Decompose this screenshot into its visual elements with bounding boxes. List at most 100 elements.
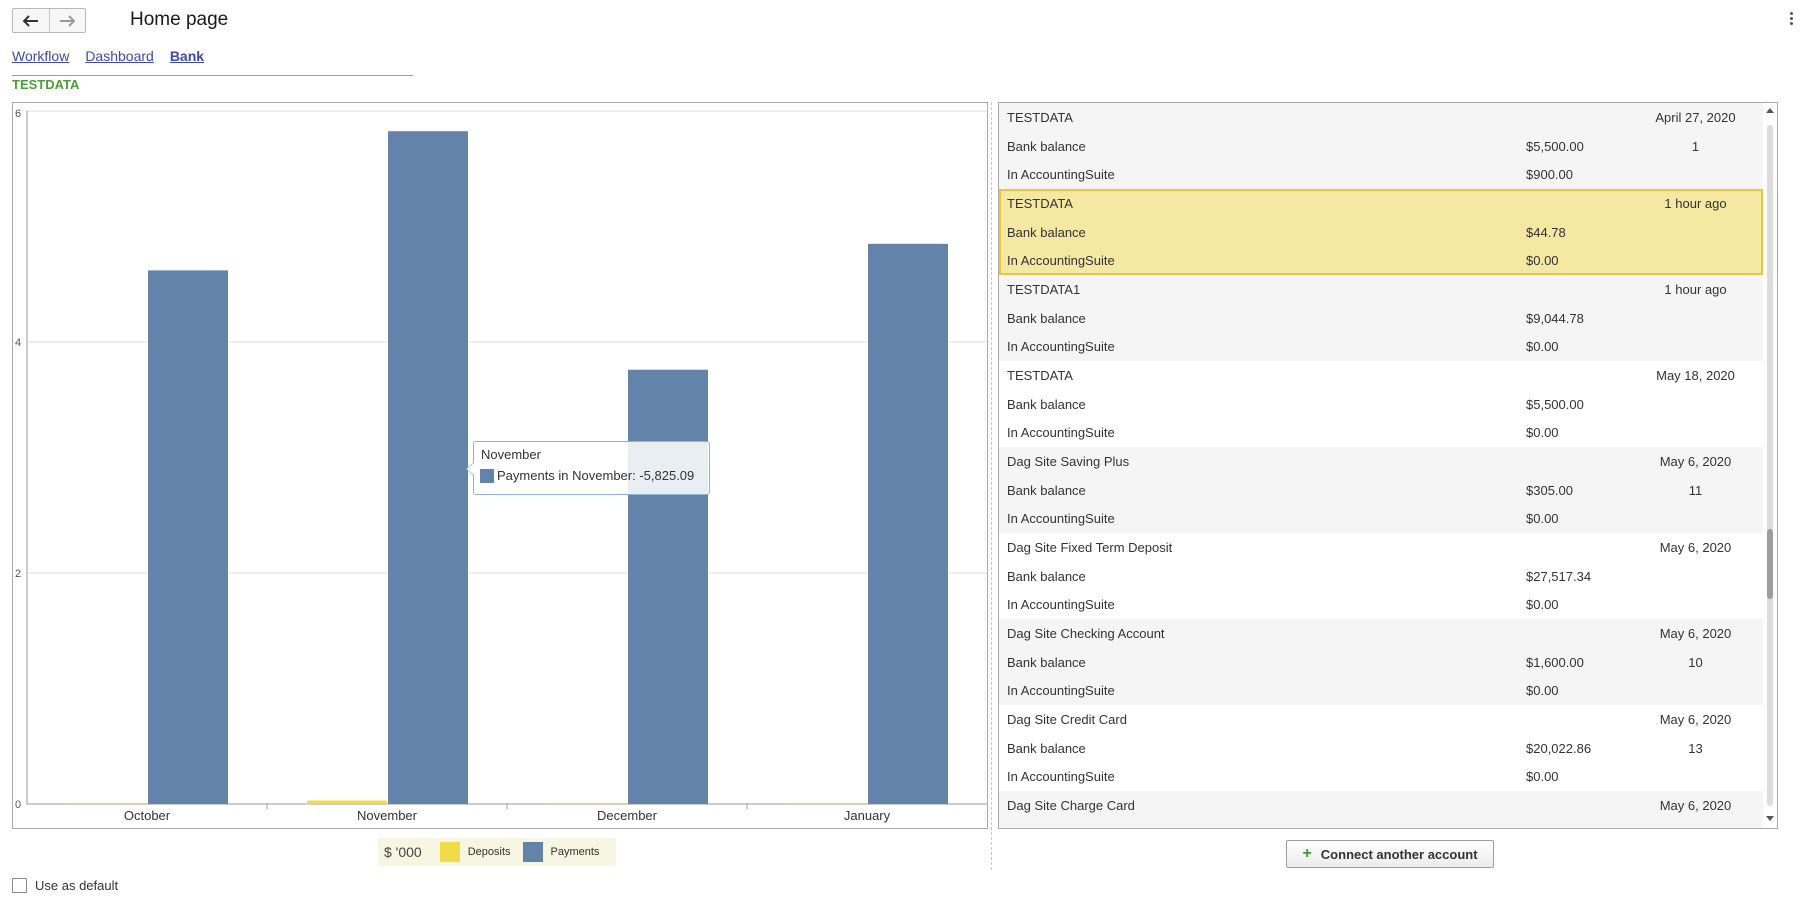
scrollbar[interactable] [1763, 103, 1777, 828]
scroll-down-icon[interactable] [1766, 816, 1774, 821]
list-item[interactable]: Dag Site Charge Card May 6, 2020 [999, 791, 1763, 828]
x-tick-label: November [357, 808, 418, 823]
accountingsuite-label: In AccountingSuite [1007, 253, 1115, 269]
account-date: 1 hour ago [1664, 282, 1727, 297]
tab-bar: Workflow Dashboard Bank [12, 48, 204, 64]
arrow-left-icon [22, 14, 38, 27]
list-item[interactable]: TESTDATA May 18, 2020 Bank balance $5,500.0… [999, 361, 1763, 447]
y-tick-label: 6 [15, 108, 21, 120]
account-date: May 18, 2020 [1656, 368, 1735, 383]
bar-deposits [787, 802, 867, 804]
bank-balance-value: $9,044.78 [1526, 310, 1584, 326]
x-tick-label: October [124, 808, 171, 823]
tabs-divider [12, 75, 413, 76]
bank-balance-label: Bank balance [1007, 224, 1086, 240]
bank-balance-value: $305.00 [1526, 482, 1573, 498]
tooltip-text: Payments in November: -5,825.09 [497, 468, 695, 483]
bar-deposits [547, 802, 627, 804]
bank-chart: 0 2 4 6 October November December January [12, 102, 988, 829]
bank-balance-value: $20,022.86 [1526, 740, 1592, 756]
forward-button[interactable] [48, 9, 86, 32]
list-item[interactable]: Dag Site Checking Account May 6, 2020 Bank… [999, 619, 1763, 705]
accountingsuite-label: In AccountingSuite [1007, 769, 1115, 785]
connect-account-button[interactable]: + Connect another account [1286, 840, 1494, 868]
plus-icon: + [1302, 845, 1312, 862]
y-tick-label: 0 [15, 799, 21, 811]
account-date: May 6, 2020 [1659, 454, 1732, 469]
account-name: Dag Site Checking Account [1007, 626, 1165, 641]
accountingsuite-balance: $0.00 [1526, 511, 1559, 527]
list-item[interactable]: Dag Site Fixed Term Deposit May 6, 2020 Ba… [999, 533, 1763, 619]
account-date: April 27, 2020 [1655, 110, 1736, 125]
bar-payments [868, 243, 948, 804]
use-as-default: Use as default [12, 878, 118, 893]
tooltip-pointer [466, 462, 474, 476]
bank-balance-label: Bank balance [1007, 482, 1086, 498]
scroll-thumb[interactable] [1767, 529, 1773, 599]
tooltip-title: November [481, 447, 541, 462]
tab-dashboard[interactable]: Dashboard [85, 48, 154, 64]
x-tick-label: January [844, 808, 891, 823]
legend-label-payments: Payments [550, 846, 600, 858]
transaction-count: 10 [1688, 654, 1703, 670]
bank-balance-label: Bank balance [1007, 568, 1086, 584]
bank-balance-value: $5,500.00 [1526, 396, 1584, 412]
account-name: TESTDATA [1007, 196, 1073, 211]
tab-workflow[interactable]: Workflow [12, 48, 70, 64]
accountingsuite-balance: $0.00 [1526, 769, 1559, 785]
y-tick-label: 4 [15, 337, 21, 349]
scroll-track[interactable] [1767, 125, 1773, 806]
list-item[interactable]: Dag Site Saving Plus May 6, 2020 Bank bala… [999, 447, 1763, 533]
account-name: Dag Site Charge Card [1007, 798, 1135, 813]
bank-balance-label: Bank balance [1007, 740, 1086, 756]
bar-deposits [307, 800, 387, 804]
list-item[interactable]: Dag Site Credit Card May 6, 2020 Bank bala… [999, 705, 1763, 791]
bank-balance-label: Bank balance [1007, 396, 1086, 412]
account-date: 1 hour ago [1664, 196, 1727, 211]
account-date: May 6, 2020 [1659, 798, 1732, 813]
accounts-panel: TESTDATA April 27, 2020 Bank balance $5,500… [998, 102, 1778, 829]
connect-account-label: Connect another account [1320, 846, 1478, 862]
tab-bank[interactable]: Bank [169, 48, 205, 64]
list-item[interactable]: TESTDATA April 27, 2020 Bank balance $5,500… [999, 103, 1763, 189]
legend-swatch-deposits [439, 842, 460, 862]
bank-balance-label: Bank balance [1007, 310, 1086, 326]
account-name: Dag Site Saving Plus [1007, 454, 1130, 469]
accountingsuite-label: In AccountingSuite [1007, 167, 1115, 183]
chart-legend: $ '000 Deposits Payments [378, 838, 616, 866]
panel-splitter[interactable] [991, 102, 992, 870]
list-item[interactable]: TESTDATA 1 hour ago Bank balance $44.78 In A… [999, 189, 1763, 275]
bank-balance-value: $44.78 [1526, 224, 1566, 240]
back-button[interactable] [13, 9, 49, 32]
history-nav [12, 8, 86, 33]
tooltip-swatch [480, 469, 494, 483]
vertical-dots-icon[interactable] [1788, 12, 1794, 28]
scroll-up-icon[interactable] [1766, 108, 1774, 113]
accountingsuite-balance: $0.00 [1526, 425, 1559, 441]
use-as-default-label: Use as default [35, 878, 119, 893]
account-name: TESTDATA [1007, 110, 1073, 125]
transaction-count: 1 [1691, 138, 1700, 154]
account-date: May 6, 2020 [1659, 626, 1732, 641]
accountingsuite-label: In AccountingSuite [1007, 511, 1115, 527]
account-date: May 6, 2020 [1659, 712, 1732, 727]
accountingsuite-balance: $0.00 [1526, 597, 1559, 613]
use-as-default-checkbox[interactable] [12, 878, 27, 893]
chart-canvas: 0 2 4 6 October November December January [15, 108, 987, 823]
bank-balance-value: $1,600.00 [1526, 654, 1584, 670]
accountingsuite-balance: $900.00 [1526, 167, 1573, 183]
accountingsuite-balance: $0.00 [1526, 683, 1559, 699]
bank-balance-label: Bank balance [1007, 654, 1086, 670]
section-label: TESTDATA [12, 77, 80, 92]
account-name: Dag Site Credit Card [1007, 712, 1127, 727]
bank-balance-value: $5,500.00 [1526, 138, 1584, 154]
legend-unit: $ '000 [384, 844, 422, 860]
y-tick-label: 2 [15, 568, 21, 580]
accounts-list: TESTDATA April 27, 2020 Bank balance $5,500… [999, 103, 1763, 791]
list-item[interactable]: TESTDATA1 1 hour ago Bank balance $9,044.78… [999, 275, 1763, 361]
accountingsuite-balance: $0.00 [1526, 253, 1559, 269]
bank-balance-label: Bank balance [1007, 138, 1086, 154]
accountingsuite-balance: $0.00 [1526, 339, 1559, 355]
transaction-count: 13 [1688, 740, 1703, 756]
legend-swatch-payments [522, 842, 543, 862]
